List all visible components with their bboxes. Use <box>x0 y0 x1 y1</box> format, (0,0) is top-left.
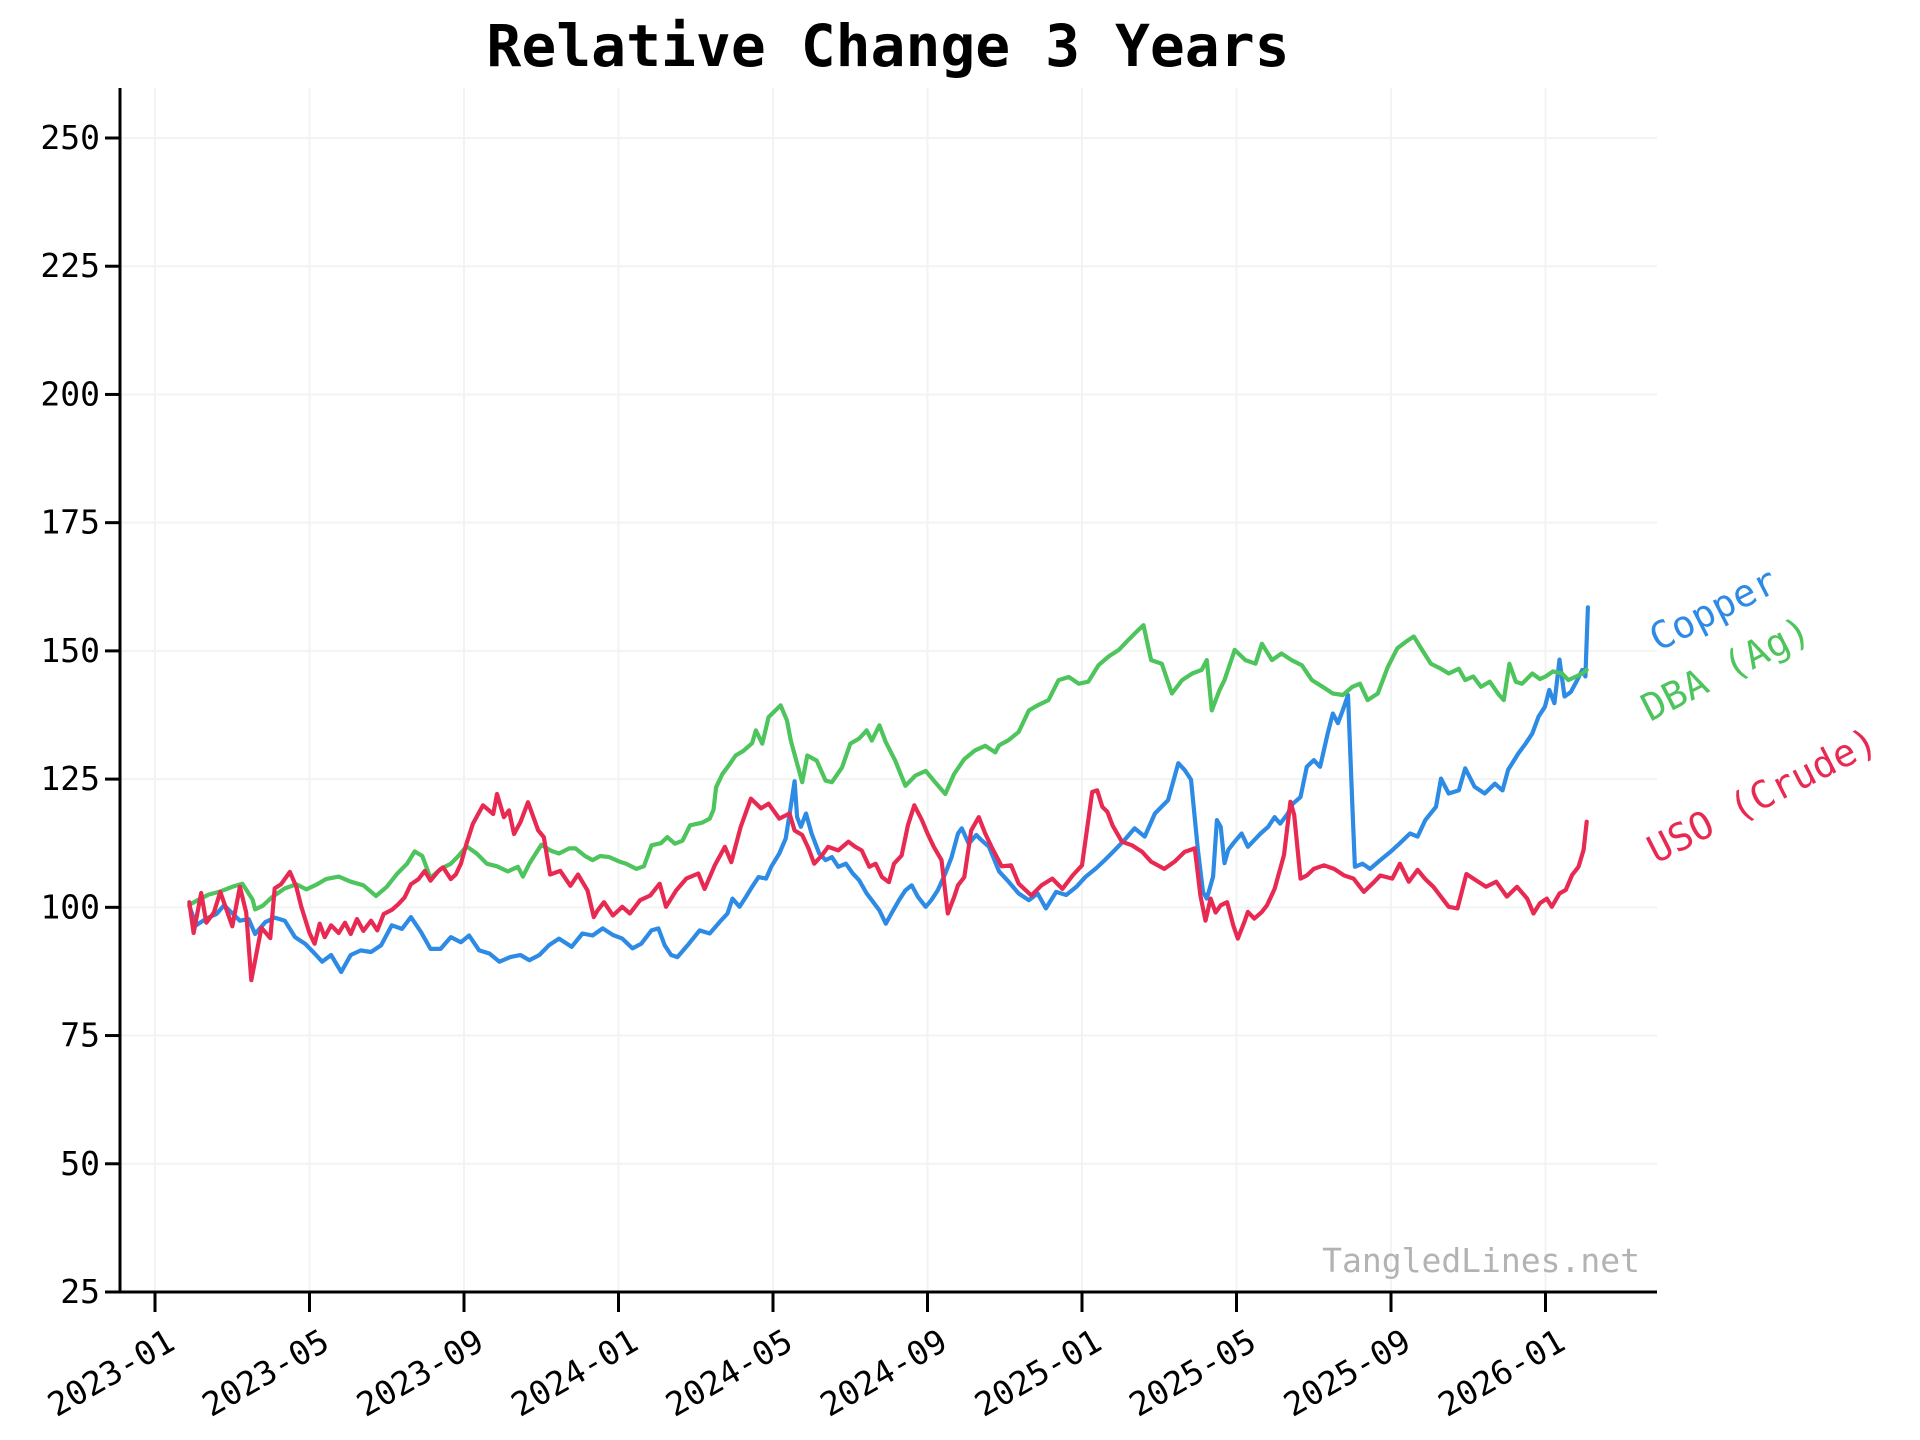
x-tick-label: 2025-01 <box>968 1321 1108 1424</box>
watermark-text: TangledLines.net <box>1322 1241 1640 1280</box>
y-tick-label: 175 <box>40 503 100 542</box>
series-label-uso-crude: USO (Crude) <box>1640 719 1884 872</box>
x-tick-label: 2023-01 <box>41 1321 181 1424</box>
x-tick-label: 2023-09 <box>350 1321 490 1424</box>
gridlines <box>120 88 1657 1293</box>
series-line-copper <box>187 605 1591 975</box>
axis-spines <box>118 88 1657 1294</box>
y-tick-label: 125 <box>40 759 100 798</box>
x-tick-label: 2024-05 <box>659 1321 799 1424</box>
x-tick-label: 2025-05 <box>1123 1321 1263 1424</box>
data-series <box>187 605 1591 983</box>
x-tick-label: 2026-01 <box>1432 1321 1572 1424</box>
y-axis-ticks: 25 50 75 100 125 150 175 200 225 250 <box>40 118 120 1311</box>
y-tick-label: 225 <box>40 246 100 285</box>
x-tick-label: 2024-01 <box>505 1321 645 1424</box>
x-tick-label: 2025-09 <box>1277 1321 1417 1424</box>
x-axis-ticks: 2023-01 2023-05 2023-09 2024-01 2024-05 2024-… <box>41 1292 1572 1424</box>
y-tick-label: 75 <box>60 1016 100 1055</box>
series-line-uso-crude <box>187 788 1589 983</box>
y-tick-label: 250 <box>40 118 100 157</box>
x-tick-label: 2024-09 <box>814 1321 954 1424</box>
y-tick-label: 25 <box>60 1272 100 1311</box>
y-tick-label: 50 <box>60 1144 100 1183</box>
y-tick-label: 100 <box>40 887 100 926</box>
x-tick-label: 2023-05 <box>196 1321 336 1424</box>
chart-title: Relative Change 3 Years <box>486 12 1289 80</box>
y-tick-label: 200 <box>40 374 100 413</box>
y-tick-label: 150 <box>40 631 100 670</box>
series-line-dba-ag <box>187 623 1589 912</box>
